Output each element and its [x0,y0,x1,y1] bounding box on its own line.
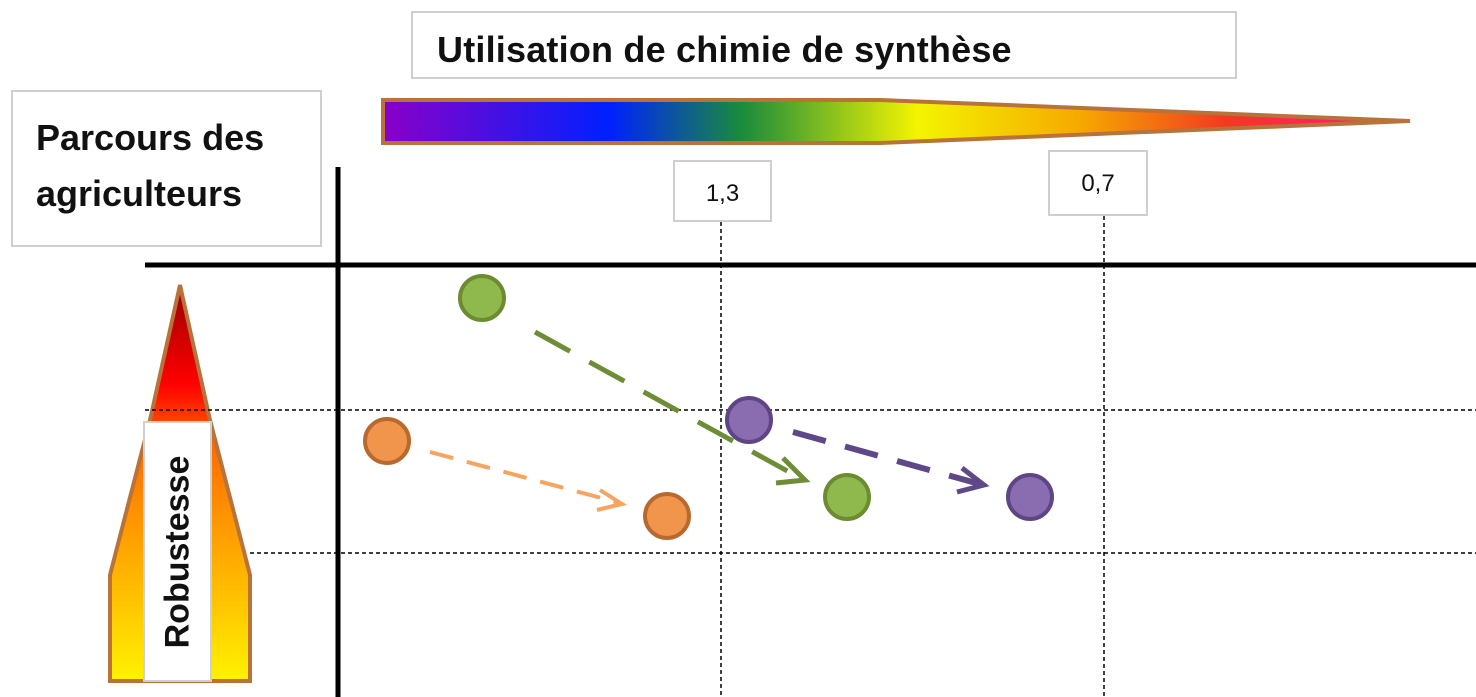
green-point-end [823,473,871,521]
x-tick-box-2: 0,7 [1048,150,1148,216]
x-tick-label-2: 0,7 [1081,170,1115,197]
side-title: Parcours des agriculteurs [36,117,265,214]
x-tick-label-1: 1,3 [705,180,740,207]
orange-point-end [643,492,691,540]
chart-title: Utilisation de chimie de synthèse [437,29,1012,70]
orange-trajectory-arrow [429,450,628,512]
y-label-box: Robustesse [143,421,212,682]
green-trajectory-arrow [533,329,811,486]
side-title-box: Parcours des agriculteurs [11,90,322,247]
gradient-arrow-horizontal-icon [381,98,1411,145]
y-axis-label: Robustesse [158,455,196,648]
purple-point-start [725,396,773,444]
purple-point-end [1006,473,1054,521]
x-tick-box-1: 1,3 [673,160,772,222]
orange-point-start [363,417,411,465]
title-box: Utilisation de chimie de synthèse [411,11,1237,79]
purple-trajectory-arrow [792,429,990,495]
green-point-start [458,274,506,322]
